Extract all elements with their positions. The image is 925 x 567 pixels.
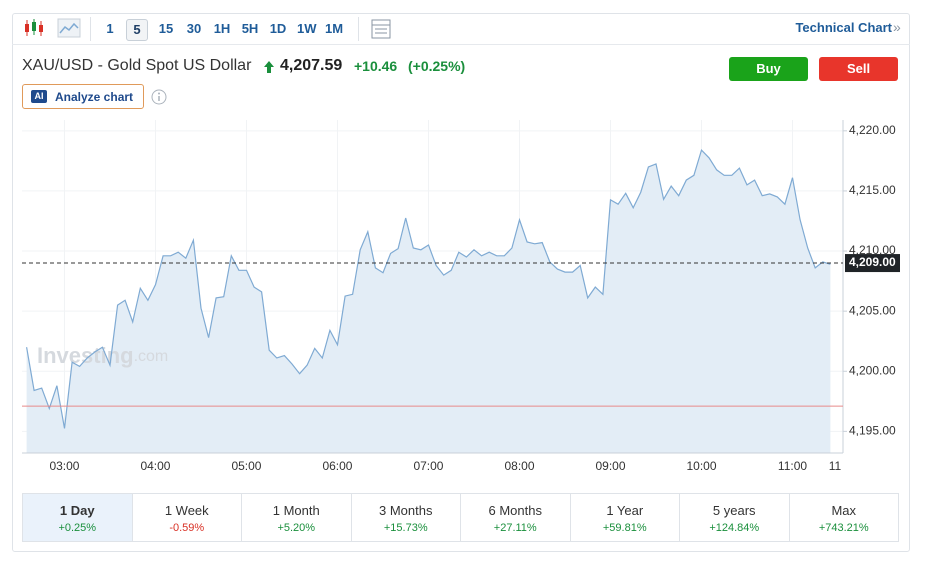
- y-tick-label: 4,205.00: [849, 303, 896, 317]
- interval-button[interactable]: 15: [158, 21, 174, 36]
- watermark-suffix: .com: [134, 348, 169, 365]
- y-tick-label: 4,210.00: [849, 243, 896, 257]
- x-tick-label: 03:00: [49, 459, 79, 473]
- area: [26, 150, 831, 453]
- period-tab[interactable]: 6 Months +27.11%: [461, 494, 571, 541]
- analyze-label: Analyze chart: [55, 90, 134, 104]
- divider: [12, 44, 910, 45]
- period-label: 6 Months: [488, 503, 542, 518]
- period-tab[interactable]: 1 Month +5.20%: [242, 494, 352, 541]
- period-change: +27.11%: [493, 522, 537, 534]
- period-label: 1 Year: [606, 503, 644, 518]
- change: +10.46: [354, 58, 398, 74]
- y-tick-label: 4,220.00: [849, 123, 896, 137]
- line-chart-icon[interactable]: [57, 17, 81, 39]
- interval-button[interactable]: 1: [106, 21, 114, 36]
- period-tab[interactable]: 1 Week -0.59%: [133, 494, 242, 541]
- y-tick-label: 4,215.00: [849, 183, 896, 197]
- change-percent: (+0.25%): [408, 58, 466, 74]
- period-change: +0.25%: [58, 522, 97, 534]
- period-label: Max: [831, 503, 857, 518]
- interval-button[interactable]: 1W: [297, 21, 317, 36]
- x-tick-label: 04:00: [140, 459, 170, 473]
- period-label: 1 Month: [272, 503, 320, 518]
- watermark-main: Investing: [37, 343, 134, 368]
- up-arrow: [264, 61, 274, 73]
- last-price-box: [845, 254, 900, 273]
- analyze-button[interactable]: AI Analyze chart: [22, 84, 144, 109]
- separator: [90, 17, 91, 41]
- instrument-title: XAU/USD - Gold Spot US Dollar: [22, 57, 252, 74]
- x-tick-label: 10:00: [686, 459, 716, 473]
- period-tab[interactable]: 1 Day +0.25%: [23, 494, 133, 541]
- period-change: +15.73%: [383, 522, 428, 534]
- interval-button[interactable]: 1H: [213, 21, 231, 36]
- buy-button[interactable]: Buy: [729, 57, 808, 81]
- period-label: 1 Day: [59, 503, 95, 518]
- separator: [358, 17, 359, 41]
- x-tick-label: 09:00: [595, 459, 625, 473]
- y-tick-label: 4,195.00: [849, 424, 896, 438]
- watermark: Investing.com: [37, 343, 168, 368]
- layout-icon[interactable]: [370, 18, 392, 40]
- interval-button[interactable]: 30: [186, 21, 202, 36]
- technical-chart-link[interactable]: Technical Chart: [795, 20, 892, 35]
- info-icon[interactable]: [150, 88, 168, 106]
- price: 4,207.59: [280, 57, 343, 74]
- y-tick-label: 4,200.00: [849, 363, 896, 377]
- period-bar: 1 Day +0.25% 1 Week -0.59% 1 Month +5.20% 3 Mo…: [22, 493, 899, 542]
- period-label: 3 Months: [379, 503, 433, 518]
- period-label: 5 years: [712, 503, 756, 518]
- last-price-label: 4,209.00: [849, 255, 896, 269]
- more-icon[interactable]: »: [893, 19, 901, 35]
- interval-button[interactable]: 1M: [325, 21, 344, 36]
- price-line: [26, 148, 831, 429]
- interval-button[interactable]: 5H: [241, 21, 259, 36]
- frame: [12, 13, 910, 552]
- x-tick-label: 11:00: [778, 459, 807, 473]
- x-tick-label: 07:00: [413, 459, 443, 473]
- x-tick-label: 08:00: [504, 459, 534, 473]
- x-tick-label: 11: [829, 459, 842, 473]
- sell-button[interactable]: Sell: [819, 57, 898, 81]
- period-change: -0.59%: [169, 522, 205, 534]
- interval-button[interactable]: 1D: [269, 21, 287, 36]
- period-change: +743.21%: [818, 522, 869, 534]
- candle-icon[interactable]: [22, 17, 46, 39]
- x-tick-label: 05:00: [231, 459, 261, 473]
- period-change: +124.84%: [709, 522, 760, 534]
- period-change: +59.81%: [602, 522, 647, 534]
- period-tab[interactable]: Max +743.21%: [790, 494, 899, 541]
- period-tab[interactable]: 3 Months +15.73%: [352, 494, 461, 541]
- period-label: 1 Week: [164, 503, 209, 518]
- interval-button[interactable]: 5: [126, 19, 148, 41]
- x-tick-label: 06:00: [322, 459, 352, 473]
- period-change: +5.20%: [277, 522, 316, 534]
- ai-badge: AI: [31, 90, 47, 103]
- period-tab[interactable]: 5 years +124.84%: [680, 494, 790, 541]
- period-tab[interactable]: 1 Year +59.81%: [571, 494, 680, 541]
